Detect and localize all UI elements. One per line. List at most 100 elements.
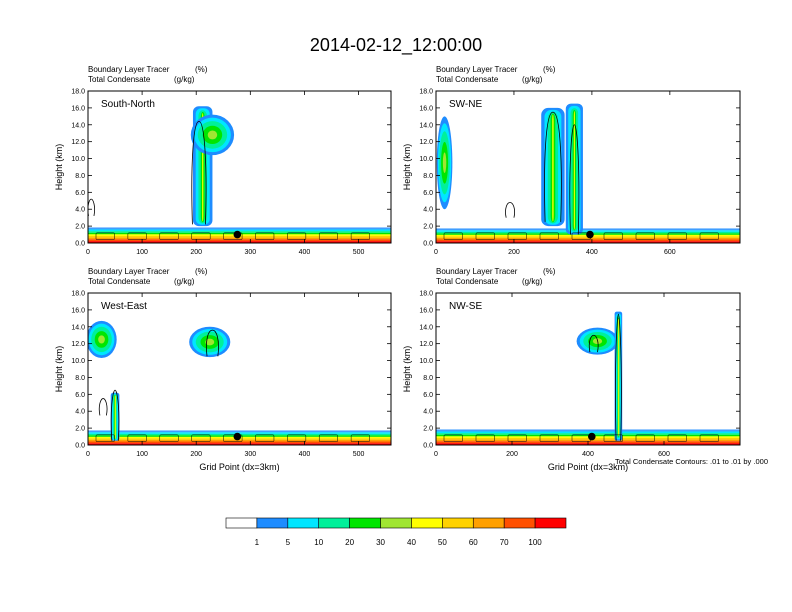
- colorbar: 1 5 10 20 30 40 50 60 70 100: [225, 517, 567, 547]
- y-tick-label: 8.0: [75, 173, 85, 180]
- condensate-contour-low: [223, 434, 243, 442]
- colorbar-label: 10: [314, 538, 323, 547]
- condensate-contour-low: [95, 434, 115, 442]
- condensate-contour-low: [507, 232, 527, 240]
- condensate-contour-low: [539, 434, 559, 442]
- panels: 0.0 2.0 4.0 6.0 8.0 10.0 12.0 14.0 16.0 18.0 0 100 2…: [54, 65, 741, 472]
- y-tick-label: 14.0: [71, 122, 85, 129]
- plot-area: [436, 103, 740, 243]
- y-tick-label: 4.0: [423, 409, 433, 416]
- plot-area: [88, 106, 391, 243]
- x-axis-title: Grid Point (dx=3km): [548, 462, 628, 472]
- y-tick-label: 0.0: [75, 241, 85, 248]
- y-tick-label: 4.0: [75, 207, 85, 214]
- y-tick-label: 2.0: [423, 426, 433, 433]
- condensate-contour-low: [159, 434, 179, 442]
- condensate-contour: [191, 120, 207, 225]
- condensate-contour-low: [223, 232, 243, 240]
- location-marker: [233, 432, 242, 441]
- boundary-layer-band-top: [88, 227, 391, 230]
- colorbar-swatch: [411, 517, 443, 529]
- condensate-title: Total Condensate: [88, 75, 151, 84]
- tracer-title: Boundary Layer Tracer: [88, 65, 170, 74]
- plot-area: [436, 311, 740, 445]
- x-tick-label: 200: [190, 451, 202, 458]
- condensate-contour-low: [507, 434, 527, 442]
- x-tick-label: 400: [299, 249, 311, 256]
- tracer-plume: [618, 318, 620, 436]
- colorbar-swatch: [256, 517, 289, 529]
- x-tick-label: 0: [434, 451, 438, 458]
- boundary-layer-band-top: [436, 228, 740, 231]
- x-tick-label: 0: [86, 451, 90, 458]
- y-tick-label: 10.0: [71, 156, 85, 163]
- colorbar-label: 40: [407, 538, 416, 547]
- colorbar-swatch: [349, 517, 381, 529]
- boundary-layer-band: [88, 441, 391, 444]
- boundary-layer-band: [436, 433, 740, 435]
- condensate-contour-low: [255, 232, 275, 240]
- colorbar-label: 1: [255, 538, 260, 547]
- condensate-title: Total Condensate: [436, 277, 499, 286]
- condensate-contour-low: [475, 232, 495, 240]
- y-tick-label: 18.0: [71, 291, 85, 298]
- condensate-contour: [505, 202, 515, 218]
- condensate-contour-low: [443, 434, 463, 442]
- colorbar-swatch: [442, 517, 474, 529]
- condensate-contour-low: [350, 434, 370, 442]
- y-tick-label: 2.0: [75, 224, 85, 231]
- y-tick-label: 10.0: [71, 358, 85, 365]
- x-tick-label: 300: [244, 451, 256, 458]
- y-tick-label: 10.0: [419, 358, 433, 365]
- y-tick-label: 14.0: [71, 324, 85, 331]
- condensate-contour-low: [95, 232, 115, 240]
- boundary-layer-band: [436, 241, 740, 243]
- panel-west-east: 0.0 2.0 4.0 6.0 8.0 10.0 12.0 14.0 16.0 18.0 0 100 2…: [54, 267, 392, 472]
- boundary-layer-band: [436, 434, 740, 437]
- colorbar-swatch: [318, 517, 350, 529]
- tracer-plume: [114, 395, 116, 439]
- x-tick-label: 500: [353, 451, 365, 458]
- condensate-units: (g/kg): [174, 277, 195, 286]
- condensate-contour-low: [159, 232, 179, 240]
- panel-nw-se: 0.0 2.0 4.0 6.0 8.0 10.0 12.0 14.0 16.0 18.0 0 200 4…: [402, 267, 741, 472]
- y-tick-label: 16.0: [71, 307, 85, 314]
- boundary-layer-band: [436, 230, 740, 232]
- y-tick-label: 16.0: [419, 307, 433, 314]
- x-tick-label: 400: [586, 249, 598, 256]
- condensate-contour-low: [127, 434, 147, 442]
- y-tick-label: 0.0: [423, 241, 433, 248]
- condensate-contour-low: [287, 434, 307, 442]
- boundary-layer-band: [436, 431, 740, 434]
- tracer-units: (%): [543, 65, 556, 74]
- condensate-contour-low: [603, 232, 623, 240]
- location-marker: [588, 432, 596, 441]
- y-tick-label: 16.0: [419, 105, 433, 112]
- boundary-layer-band: [88, 239, 391, 242]
- tracer-units: (%): [195, 65, 208, 74]
- y-tick-label: 18.0: [71, 89, 85, 96]
- x-tick-label: 0: [86, 249, 90, 256]
- condensate-contour-low: [191, 434, 211, 442]
- condensate-contour: [110, 389, 120, 441]
- tracer-anvil: [207, 130, 218, 140]
- condensate-contour: [98, 398, 108, 416]
- x-tick-label: 100: [136, 249, 148, 256]
- location-marker: [233, 230, 242, 239]
- condensate-title: Total Condensate: [88, 277, 151, 286]
- condensate-contour-low: [255, 434, 275, 442]
- condensate-contour-low: [635, 434, 655, 442]
- boundary-layer-band: [88, 229, 391, 232]
- condensate-contour-low: [667, 434, 687, 442]
- x-tick-label: 100: [136, 451, 148, 458]
- condensate-contour: [544, 111, 562, 222]
- y-tick-label: 18.0: [419, 291, 433, 298]
- tracer-anvil: [442, 152, 447, 173]
- panel-label: South-North: [101, 99, 155, 110]
- condensate-contour-low: [350, 232, 370, 240]
- tracer-anvil: [98, 335, 105, 344]
- y-tick-label: 0.0: [75, 443, 85, 450]
- y-axis-title: Height (km): [54, 346, 64, 393]
- boundary-layer-band: [436, 439, 740, 442]
